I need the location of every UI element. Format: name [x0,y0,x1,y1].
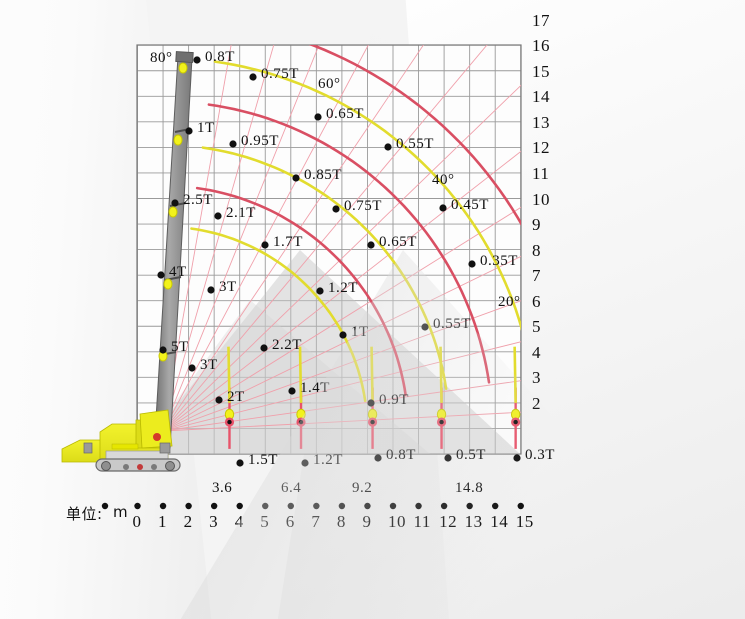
load-point-dot [261,241,269,249]
load-point-dot [159,346,167,354]
angle-label: 60° [318,76,341,92]
load-value-label: 0.8T [205,49,235,65]
load-value-label: 3T [219,279,237,295]
load-value-label: 2.1T [226,205,256,221]
load-point-dot [288,387,296,395]
load-value-label: 2T [227,389,245,405]
angle-label: 80° [150,50,173,66]
load-point-dot [236,459,244,467]
load-value-label: 0.75T [344,198,382,214]
angle-label: 20° [498,294,521,310]
y-tick-label: 16 [532,36,550,56]
load-value-label: 1.5T [248,452,278,468]
unit-label-text: 单位: [66,505,103,523]
boom-tip-hooks [158,62,188,362]
x-tick-label: 1 [158,512,168,531]
y-tick-label: 5 [532,317,541,337]
load-value-label: 1T [197,120,215,136]
y-tick-label: 6 [532,291,541,311]
load-point-dot [260,344,268,352]
load-point-dot [207,286,215,294]
load-value-label: 3T [200,357,218,373]
load-point-dot [171,199,179,207]
load-point-dot [339,331,347,339]
load-value-label: 4T [169,264,187,280]
load-point-dot [249,73,257,81]
load-value-label: 1.7T [273,234,303,250]
load-value-label: 0.35T [480,253,518,269]
load-point-dot [157,271,165,279]
load-point-dot [214,212,222,220]
y-tick-label: 10 [532,189,550,209]
load-point-dot [316,287,324,295]
y-tick-label: 17 [532,10,550,30]
y-tick-label: 7 [532,266,541,286]
load-point-dot [188,364,196,372]
x-tick-label: 4 [234,512,244,531]
y-tick-label: 4 [532,342,541,362]
load-value-label: 0.55T [396,136,434,152]
load-value-label: 2.5T [183,192,213,208]
crane-vehicle [61,409,181,472]
load-value-label: 0.95T [241,133,279,149]
load-point-dot [468,260,476,268]
load-point-dot [384,143,392,151]
load-value-label: 0.75T [261,66,299,82]
max-reach-label: 3.6 [212,480,233,496]
load-value-label: 2.2T [272,337,302,353]
load-value-label: 5T [171,339,189,355]
load-value-label: 1.2T [328,280,358,296]
load-point-dot [185,127,193,135]
x-tick-label: 0 [132,512,142,531]
y-tick-label: 8 [532,240,541,260]
load-point-dot [193,56,201,64]
y-tick-label: 9 [532,215,541,235]
x-tick-label: 3 [209,512,219,531]
y-tick-label: 3 [532,368,541,388]
load-value-label: 0.65T [326,106,364,122]
load-point-dot [332,205,340,213]
y-tick-label: 13 [532,112,550,132]
unit-symbol: m [113,503,129,521]
load-point-dot [229,140,237,148]
load-value-label: 0.65T [379,234,417,250]
load-value-label: 0.85T [304,167,342,183]
load-value-label: 0.45T [451,197,489,213]
angle-label: 40° [432,172,455,188]
y-tick-label: 11 [532,163,550,183]
y-tick-label: 15 [532,61,550,81]
load-point-dot [215,396,223,404]
x-tick-label: 2 [183,512,193,531]
y-tick-label: 12 [532,138,550,158]
load-point-dot [367,241,375,249]
load-point-dot [439,204,447,212]
y-tick-label: 14 [532,87,550,107]
load-point-dot [292,174,300,182]
load-point-dot [314,113,322,121]
